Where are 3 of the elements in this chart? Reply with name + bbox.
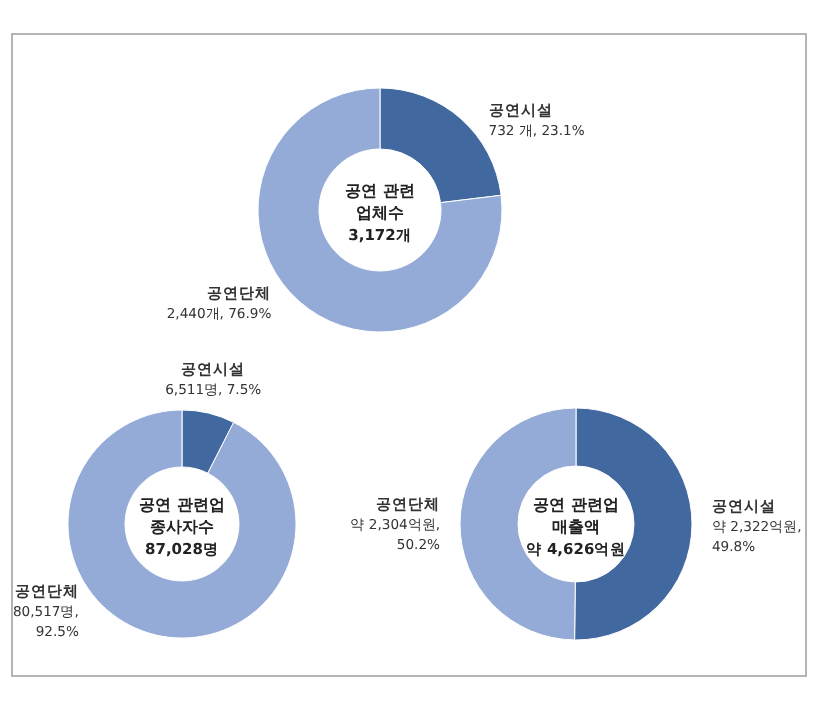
text: 공연 관련 업체수 xyxy=(345,182,415,222)
text: 공연 관련업 매출액 xyxy=(533,496,619,536)
text: 공연 관련업 종사자수 xyxy=(139,496,225,536)
